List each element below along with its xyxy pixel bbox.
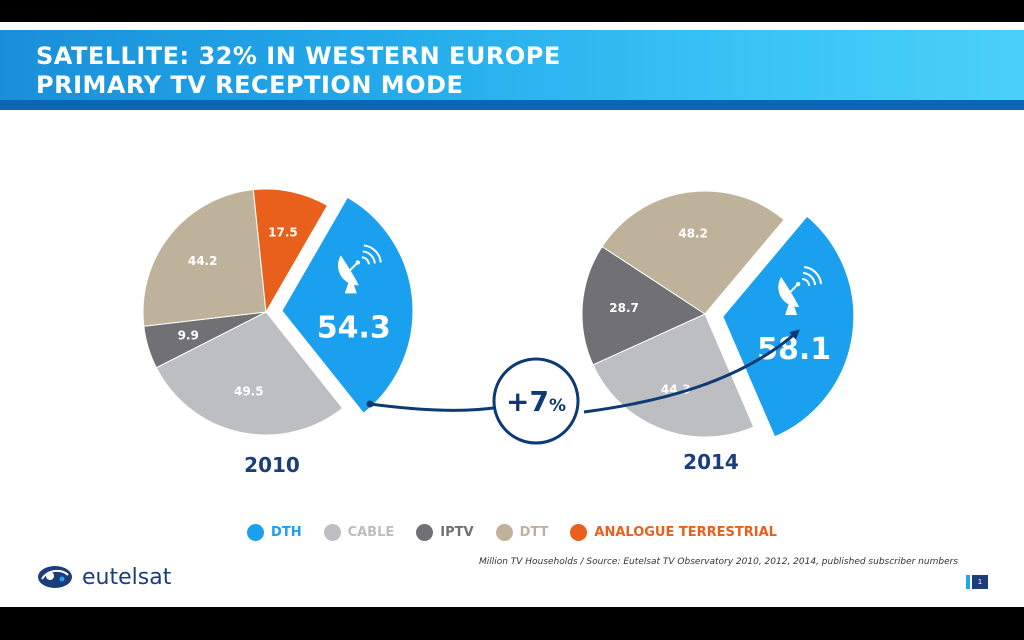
pie-2010-slice-dth (281, 196, 414, 414)
legend-item-dtt: DTT (495, 523, 549, 541)
pie-2010-slice-cable (155, 311, 344, 436)
pie-2014-label-cable: 44.3 (661, 383, 691, 397)
pie-2014-slice-iptv (581, 245, 707, 366)
legend-swatch (495, 523, 513, 541)
pie-2014-label-dth: 58.1 (757, 332, 831, 367)
pie-2014-slice-cable (592, 313, 755, 438)
legend-swatch (247, 523, 265, 541)
pie-2010-label-analogue-terrestrial: 17.5 (268, 226, 298, 240)
growth-badge (492, 357, 580, 445)
pie-2014-slice-dth (722, 215, 855, 438)
pie-2014-label-dtt: 48.2 (678, 227, 708, 241)
legend-label: ANALOGUE TERRESTRIAL (594, 524, 777, 540)
pie-2010-label-dth: 54.3 (317, 310, 391, 345)
legend-item-iptv: IPTV (416, 523, 474, 541)
growth-arrow-start (366, 400, 374, 408)
legend: DTH CABLE IPTV DTT ANALOGUE TERRESTRIAL (0, 519, 1024, 545)
legend-item-dth: DTH (247, 523, 302, 541)
slide-title-line-2: PRIMARY TV RECEPTION MODE (36, 71, 464, 99)
pie-2010-label-cable: 49.5 (234, 384, 264, 398)
pie-2010-label-dtt: 44.2 (188, 254, 218, 268)
page-number: 1 (972, 575, 988, 589)
slide-title-line-1: SATELLITE: 32% IN WESTERN EUROPE (36, 42, 561, 70)
legend-swatch (570, 523, 588, 541)
growth-badge-text: +7% (506, 385, 566, 418)
pie-2010-slice-dtt (142, 189, 267, 327)
legend-item-analogue-terrestrial: ANALOGUE TERRESTRIAL (570, 523, 777, 541)
source-note: Million TV Households / Source: Eutelsat… (478, 557, 958, 567)
legend-label: IPTV (440, 524, 474, 540)
growth-arrow-right (583, 329, 801, 414)
pie-2010-slice-analogue-terrestrial (252, 188, 329, 314)
legend-swatch (323, 523, 341, 541)
header-underline (0, 100, 1024, 110)
legend-label: CABLE (347, 524, 395, 540)
header-banner: SATELLITE: 32% IN WESTERN EUROPE PRIMARY… (0, 30, 1024, 100)
legend-item-cable: CABLE (323, 523, 395, 541)
pie-2010-year-label: 2010 (244, 453, 300, 477)
legend-label: DTT (519, 524, 549, 540)
legend-label: DTH (271, 524, 302, 540)
pie-charts: 54.3 49.5 9.9 44.2 17.5 2010 58.1 44.3 28.7 48.2 2… (142, 188, 855, 477)
eutelsat-logo-text: eutelsat (82, 564, 172, 590)
pie-2014-slice-dtt (601, 190, 785, 315)
growth-arrow-left (369, 402, 501, 412)
eutelsat-logo-icon (38, 566, 72, 588)
eutelsat-logo: eutelsat (36, 564, 171, 590)
page-number-bar (966, 575, 970, 589)
legend-swatch (416, 523, 434, 541)
pie-2014-label-iptv: 28.7 (609, 301, 639, 315)
slide: SATELLITE: 32% IN WESTERN EUROPE PRIMARY… (0, 22, 1024, 607)
pie-2010-label-iptv: 9.9 (178, 328, 199, 342)
pie-2014-year-label: 2014 (683, 450, 739, 474)
